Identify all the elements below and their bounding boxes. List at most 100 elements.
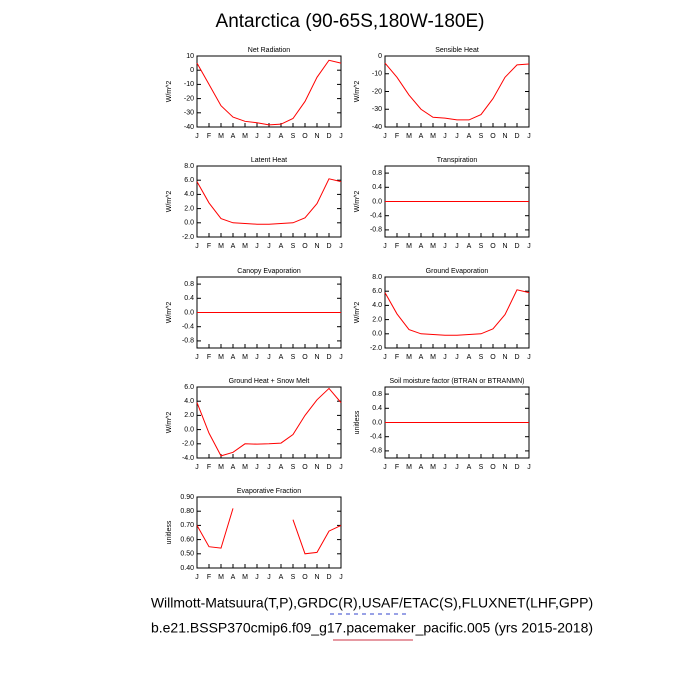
x-tick-label: F (395, 133, 399, 140)
x-tick-label: J (455, 133, 459, 140)
y-tick-label: 0.0 (372, 331, 382, 338)
plot-frame (196, 496, 342, 569)
x-tick-label: A (231, 574, 236, 581)
y-tick-label: 4.0 (184, 191, 194, 198)
x-tick-label: A (279, 243, 284, 250)
x-tick-label: A (419, 464, 424, 471)
x-tick-label: M (430, 243, 436, 250)
x-tick-label: O (490, 464, 496, 471)
x-tick-label: D (326, 574, 331, 581)
x-tick-label: A (467, 243, 472, 250)
x-tick-label: D (326, 243, 331, 250)
x-tick-label: O (302, 464, 308, 471)
x-tick-label: F (207, 133, 211, 140)
y-tick-label: -2.0 (370, 345, 382, 352)
x-tick-label: M (242, 464, 248, 471)
x-tick-label: J (455, 464, 459, 471)
x-tick-label: J (195, 354, 199, 361)
y-tick-label: -10 (372, 71, 382, 78)
x-tick-label: J (383, 354, 387, 361)
x-tick-label: J (195, 574, 199, 581)
data-line (196, 387, 342, 457)
x-tick-label: F (207, 354, 211, 361)
y-tick-label: 0.80 (180, 508, 194, 515)
y-tick-label: 0.70 (180, 522, 194, 529)
x-tick-label: S (291, 133, 296, 140)
y-tick-label: -0.8 (370, 227, 382, 234)
x-tick-label: O (302, 354, 308, 361)
x-tick-label: D (514, 464, 519, 471)
x-tick-label: F (395, 243, 399, 250)
x-tick-label: O (302, 243, 308, 250)
x-tick-label: S (479, 133, 484, 140)
x-tick-label: F (207, 243, 211, 250)
footnote: b.e21.BSSP370cmip6.f09_g17.pacemaker_pac… (151, 620, 593, 636)
y-axis-label: W/m^2 (166, 81, 173, 103)
y-tick-label: -0.4 (370, 434, 382, 441)
x-tick-label: J (339, 574, 343, 581)
y-tick-label: 0.0 (184, 309, 194, 316)
x-tick-label: F (395, 354, 399, 361)
x-tick-label: J (267, 133, 271, 140)
y-tick-label: 0 (190, 67, 194, 74)
x-tick-label: M (242, 243, 248, 250)
x-tick-label: D (514, 133, 519, 140)
x-tick-label: O (490, 243, 496, 250)
y-axis-label: W/m^2 (354, 302, 361, 324)
x-tick-label: J (267, 464, 271, 471)
y-tick-label: -0.4 (370, 213, 382, 220)
x-tick-label: J (267, 243, 271, 250)
x-tick-label: M (430, 464, 436, 471)
x-tick-label: M (406, 133, 412, 140)
x-tick-label: J (527, 464, 531, 471)
x-tick-label: O (302, 133, 308, 140)
y-tick-label: 0.4 (184, 295, 194, 302)
x-tick-label: J (255, 574, 259, 581)
panel-title: Sensible Heat (435, 47, 479, 54)
x-tick-label: J (527, 354, 531, 361)
x-tick-label: J (339, 243, 343, 250)
y-axis-label: unitless (166, 520, 173, 544)
data-line (196, 59, 342, 126)
y-tick-label: -20 (184, 95, 194, 102)
y-tick-label: 0 (378, 53, 382, 60)
y-tick-label: 0.4 (372, 184, 382, 191)
x-tick-label: O (302, 574, 308, 581)
x-tick-label: D (514, 243, 519, 250)
panel-title: Evaporative Fraction (237, 488, 301, 495)
y-tick-label: -4.0 (182, 455, 194, 462)
x-tick-label: J (455, 354, 459, 361)
x-tick-label: A (279, 133, 284, 140)
x-tick-label: M (242, 133, 248, 140)
y-tick-label: 6.0 (184, 384, 194, 391)
plot-frame (196, 165, 342, 238)
data-line (384, 62, 530, 121)
x-tick-label: N (314, 133, 319, 140)
figure-title: Antarctica (90-65S,180W-180E) (216, 11, 485, 32)
x-tick-label: S (291, 574, 296, 581)
x-tick-label: M (218, 464, 224, 471)
y-tick-label: 0.60 (180, 536, 194, 543)
y-tick-label: 0.8 (184, 281, 194, 288)
y-axis-label: W/m^2 (166, 191, 173, 213)
y-axis-label: W/m^2 (166, 412, 173, 434)
y-tick-label: 8.0 (372, 274, 382, 281)
x-tick-label: N (314, 354, 319, 361)
x-tick-label: O (490, 354, 496, 361)
x-tick-label: M (406, 243, 412, 250)
panel-title: Net Radiation (248, 47, 291, 54)
data-line (196, 178, 342, 225)
y-axis-label: W/m^2 (354, 191, 361, 213)
x-tick-label: J (443, 243, 447, 250)
y-tick-label: -40 (184, 124, 194, 131)
x-tick-label: M (218, 133, 224, 140)
x-tick-label: J (339, 464, 343, 471)
y-tick-label: 6.0 (184, 177, 194, 184)
x-tick-label: M (218, 574, 224, 581)
panel-title: Transpiration (437, 157, 478, 164)
x-tick-label: J (267, 574, 271, 581)
x-tick-label: J (255, 133, 259, 140)
y-tick-label: 2.0 (184, 412, 194, 419)
plot-frame (196, 55, 342, 128)
y-tick-label: -40 (372, 124, 382, 131)
